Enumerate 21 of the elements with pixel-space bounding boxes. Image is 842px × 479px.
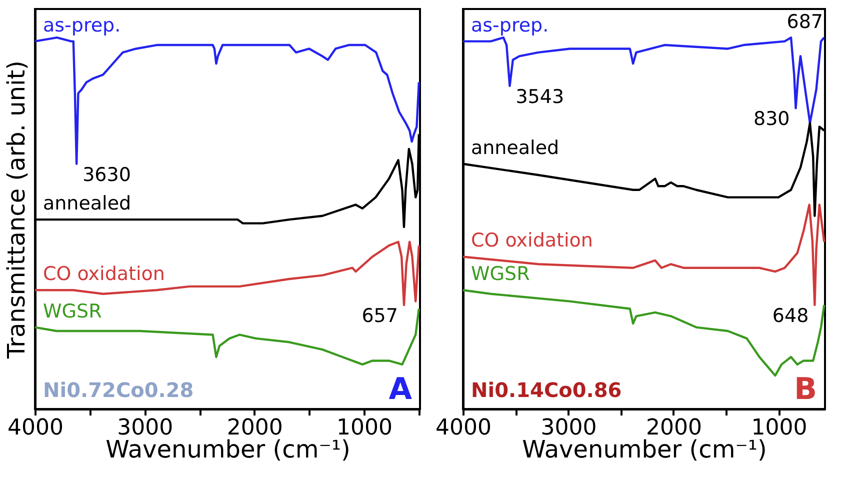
annotation: B (794, 372, 817, 407)
series-label: CO oxidation (43, 263, 165, 286)
text: 687 (786, 11, 823, 33)
series-label: CO oxidation (471, 230, 593, 252)
annotation: 648 (772, 305, 809, 328)
annotation: 657 (362, 305, 398, 328)
annotation: A (388, 372, 413, 407)
annotation: 830 (753, 108, 790, 130)
series-label: as-prep. (471, 14, 549, 36)
annotation: 3543 (516, 86, 564, 108)
series-label: annealed (471, 136, 560, 159)
series-label: as-prep. (43, 14, 121, 36)
y-axis-title: Transmittance (arb. unit) (2, 60, 30, 360)
series-label: WGSR (471, 263, 530, 286)
series-label: WGSR (43, 300, 102, 322)
series-label: annealed (43, 192, 132, 215)
annotation: 3630 (82, 164, 131, 186)
x-tick-label: 4000 (8, 416, 64, 440)
x-tick-label: 4000 (436, 416, 492, 440)
annotation: Ni0.72Co0.28 (43, 378, 194, 402)
annotation: Ni0.14Co0.86 (471, 378, 622, 402)
